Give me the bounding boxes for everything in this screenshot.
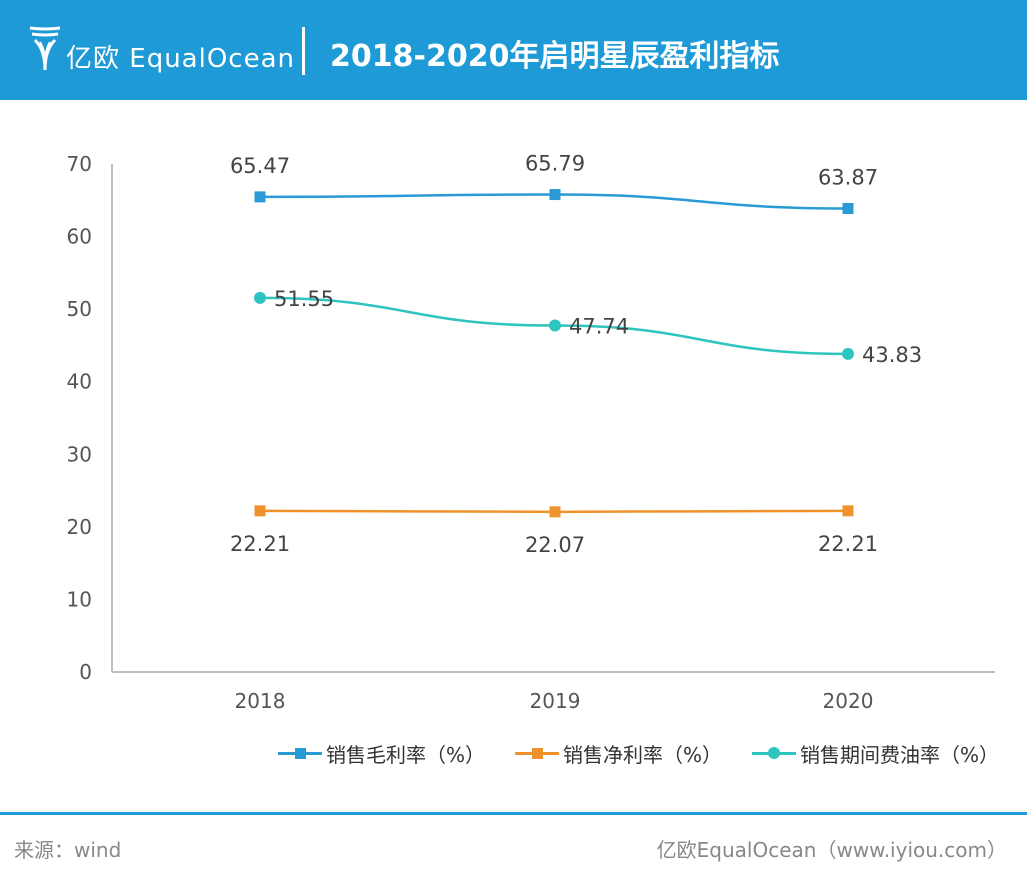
data-point-net-margin bbox=[549, 506, 561, 518]
data-point-net-margin bbox=[842, 505, 854, 517]
data-point-expense-ratio bbox=[254, 291, 266, 304]
data-label-net-margin: 22.21 bbox=[230, 532, 290, 556]
y-tick-label: 20 bbox=[67, 515, 92, 539]
data-label-gross-margin: 65.79 bbox=[525, 152, 585, 176]
data-point-net-margin bbox=[254, 505, 266, 517]
x-tick-label: 2018 bbox=[235, 689, 286, 713]
data-label-gross-margin: 65.47 bbox=[230, 154, 290, 178]
y-tick-label: 0 bbox=[79, 660, 92, 684]
data-point-expense-ratio bbox=[549, 319, 561, 332]
y-tick-label: 40 bbox=[67, 370, 92, 394]
y-tick-label: 60 bbox=[67, 225, 92, 249]
legend-item-expense-ratio: 销售期间费油率（%） bbox=[752, 739, 999, 768]
data-label-gross-margin: 63.87 bbox=[818, 165, 878, 189]
data-label-expense-ratio: 51.55 bbox=[274, 287, 334, 311]
legend-swatch-net-margin bbox=[515, 743, 560, 763]
brand-name: 亿欧 EqualOcean bbox=[66, 44, 295, 74]
data-point-expense-ratio bbox=[842, 347, 854, 360]
source-note: 来源：wind bbox=[14, 838, 122, 862]
data-point-gross-margin bbox=[842, 202, 854, 214]
legend-item-gross-margin: 销售毛利率（%） bbox=[278, 739, 485, 768]
data-label-net-margin: 22.07 bbox=[525, 533, 585, 557]
legend-item-net-margin: 销售净利率（%） bbox=[515, 739, 722, 768]
footer-divider bbox=[0, 812, 1027, 815]
y-tick-label: 50 bbox=[67, 297, 92, 321]
y-tick-label: 10 bbox=[67, 587, 92, 611]
data-point-gross-margin bbox=[254, 191, 266, 203]
legend-swatch-gross-margin bbox=[278, 743, 322, 763]
equalocean-logo-icon bbox=[29, 26, 61, 71]
data-label-expense-ratio: 47.74 bbox=[569, 315, 629, 339]
legend-label-net-margin: 销售净利率（%） bbox=[563, 742, 723, 767]
legend-swatch-expense-ratio bbox=[752, 743, 797, 763]
header-banner: 亿欧 EqualOcean 2018-2020年启明星辰盈利指标 bbox=[0, 0, 1027, 100]
data-point-gross-margin bbox=[549, 189, 561, 201]
chart-legend: 销售毛利率（%） 销售净利率（%） 销售期间费油率（%） bbox=[278, 738, 999, 768]
header-divider bbox=[302, 27, 305, 75]
y-tick-label: 70 bbox=[67, 152, 92, 176]
line-chart: 0 10 20 30 40 50 60 70 2018 2019 2020 65.47 65.79 63.… bbox=[67, 152, 995, 713]
x-tick-label: 2020 bbox=[823, 689, 874, 713]
watermark: 亿欧EqualOcean（www.iyiou.com） bbox=[656, 838, 1007, 862]
x-tick-label: 2019 bbox=[530, 689, 581, 713]
legend-label-expense-ratio: 销售期间费油率（%） bbox=[800, 742, 1000, 767]
chart-title: 2018-2020年启明星辰盈利指标 bbox=[330, 39, 780, 74]
legend-label-gross-margin: 销售毛利率（%） bbox=[326, 742, 486, 767]
y-tick-label: 30 bbox=[67, 442, 92, 466]
data-label-net-margin: 22.21 bbox=[818, 532, 878, 556]
data-label-expense-ratio: 43.83 bbox=[862, 343, 922, 367]
